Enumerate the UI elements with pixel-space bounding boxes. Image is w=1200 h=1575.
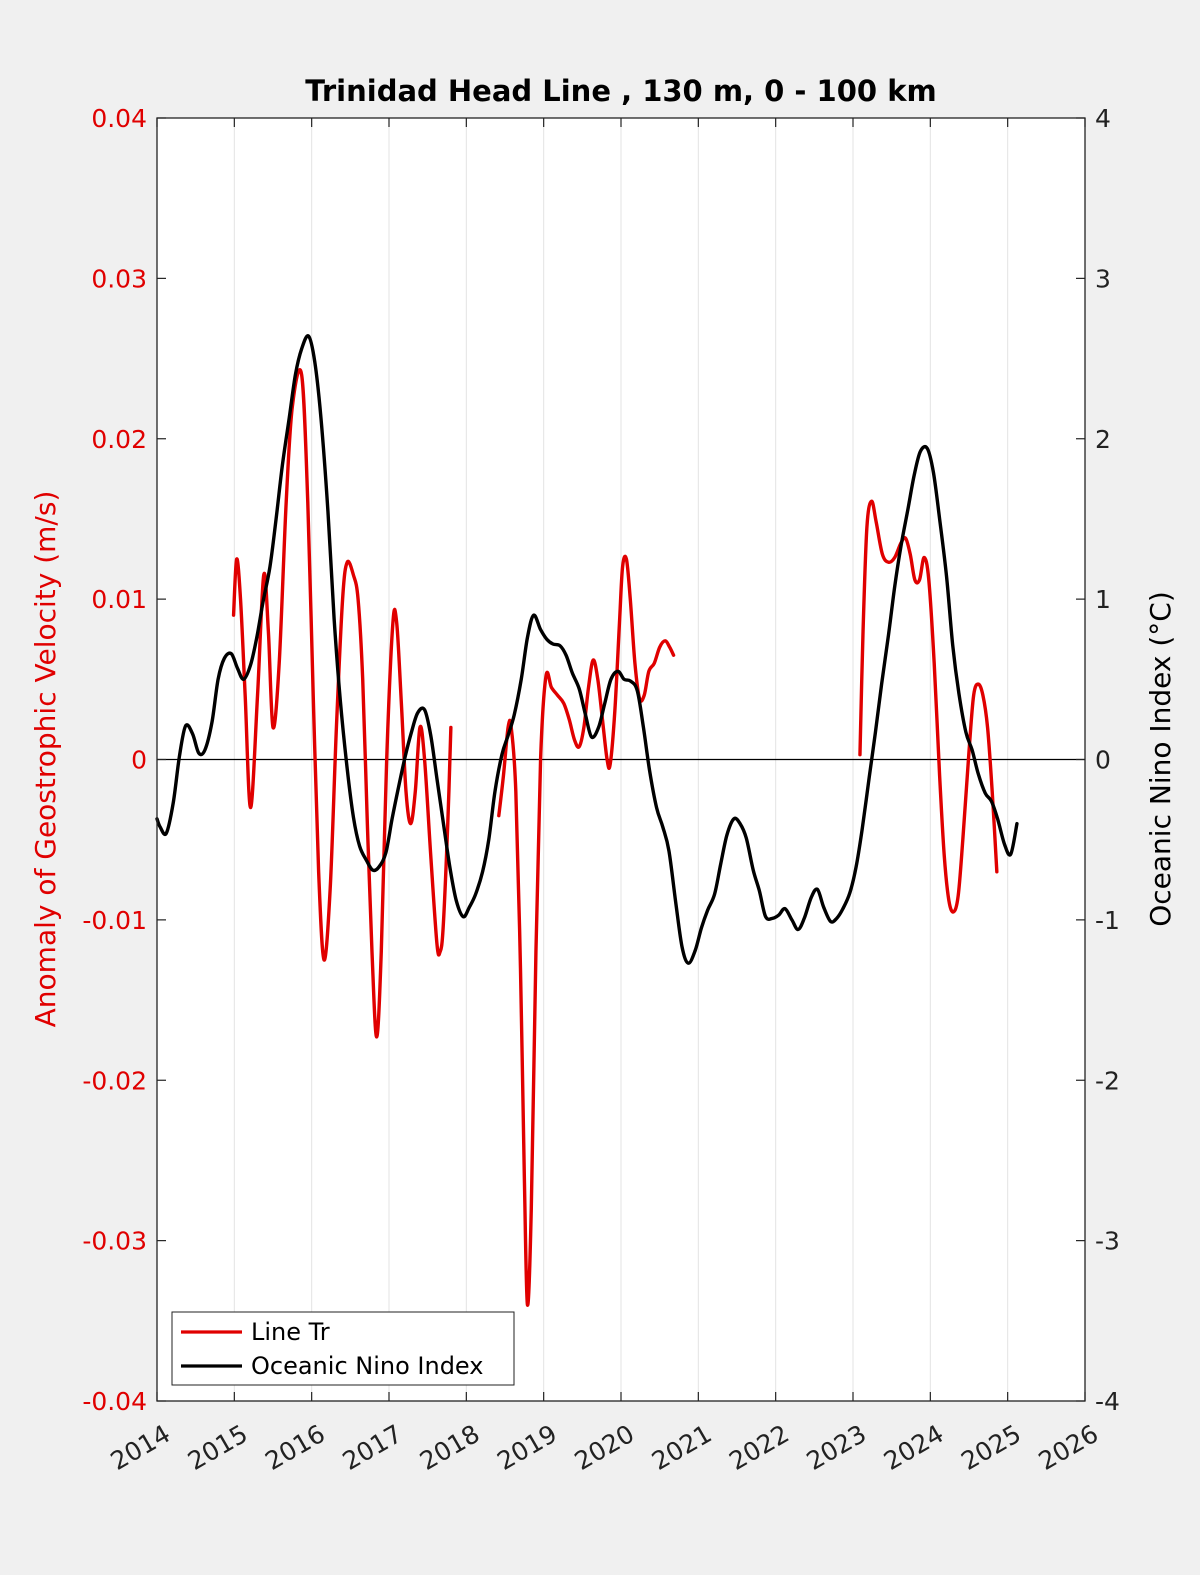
y-right-tick-label: -1: [1095, 906, 1120, 935]
y-right-tick-label: 4: [1095, 104, 1111, 133]
y-left-tick-label: 0.02: [91, 425, 147, 454]
legend-label-oni: Oceanic Nino Index: [251, 1352, 483, 1380]
series-line-line-tr: [231, 368, 453, 1039]
y-left-tick-label: 0.01: [91, 585, 147, 614]
y-right-tick-label: 3: [1095, 264, 1111, 293]
y-right-tick-label: 0: [1095, 746, 1111, 775]
y-left-tick-label: -0.02: [82, 1066, 147, 1095]
x-tick-label: 2023: [802, 1419, 872, 1476]
x-tick-label: 2019: [492, 1419, 562, 1476]
y-left-tick-label: -0.03: [82, 1227, 147, 1256]
x-tick-label: 2024: [879, 1419, 949, 1476]
legend-label-line-tr: Line Tr: [251, 1318, 330, 1346]
x-tick-label: 2015: [183, 1419, 253, 1476]
y-right-tick-label: 2: [1095, 425, 1111, 454]
series-line-oceanic-nino-index: [155, 334, 1019, 965]
y-axis-right-label: Oceanic Nino Index (°C): [1144, 591, 1177, 927]
legend-box: [171, 1311, 515, 1386]
x-tick-label: 2022: [724, 1419, 794, 1476]
y-left-tick-label: 0.03: [91, 264, 147, 293]
x-tick-label: 2016: [260, 1419, 330, 1476]
ticks: [156, 117, 1086, 1402]
chart-title: Trinidad Head Line , 130 m, 0 - 100 km: [305, 74, 936, 108]
x-tick-label: 2021: [647, 1419, 717, 1476]
x-tick-label: 2026: [1034, 1419, 1104, 1476]
y-right-tick-label: -4: [1095, 1387, 1120, 1416]
x-tick-label: 2014: [106, 1419, 176, 1476]
x-tick-label: 2018: [415, 1419, 485, 1476]
legend: Line Tr Oceanic Nino Index: [171, 1311, 515, 1386]
x-tick-label: 2017: [338, 1419, 408, 1476]
x-tick-label: 2025: [956, 1419, 1026, 1476]
y-right-tick-label: 1: [1095, 585, 1111, 614]
y-right-tick-label: -2: [1095, 1066, 1120, 1095]
series-line-line-tr: [858, 499, 999, 914]
y-axis-left-label: Anomaly of Geostrophic Velocity (m/s): [29, 491, 62, 1028]
y-left-tick-label: 0: [131, 746, 147, 775]
series-layer: [155, 334, 1019, 1307]
y-left-tick-label: -0.04: [82, 1387, 147, 1416]
y-left-tick-label: -0.01: [82, 906, 147, 935]
x-tick-label: 2020: [570, 1419, 640, 1476]
y-right-tick-label: -3: [1095, 1227, 1120, 1256]
y-left-tick-label: 0.04: [91, 104, 147, 133]
